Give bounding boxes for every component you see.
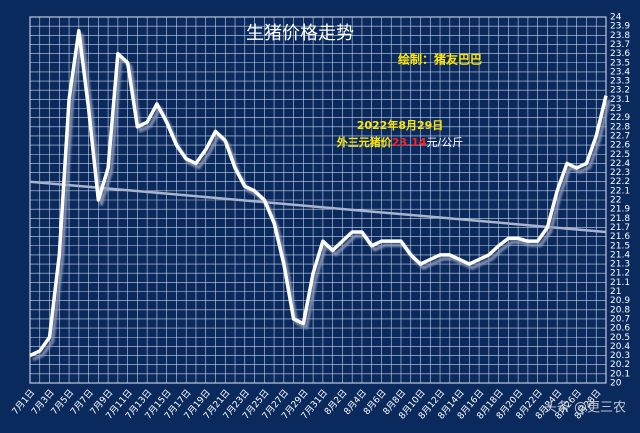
watermark: 头条 @更三农: [544, 400, 626, 416]
y-tick-label: 20.1: [610, 369, 630, 379]
subtitle: 绘制：猪友巴巴: [398, 52, 482, 67]
y-tick-label: 22.7: [610, 131, 630, 141]
y-tick-label: 22.9: [610, 113, 630, 123]
y-tick-label: 20.6: [610, 324, 630, 334]
y-tick-label: 22: [610, 196, 621, 206]
y-tick-label: 23.8: [610, 31, 630, 41]
y-tick-label: 23.3: [610, 77, 630, 87]
y-tick-label: 22.5: [610, 150, 630, 160]
annotation-prefix: 外三元猪价: [336, 135, 393, 149]
y-tick-label: 21.2: [610, 269, 630, 279]
annotation-suffix: 元/公斤: [427, 136, 464, 149]
y-tick-label: 21.5: [610, 241, 630, 251]
annotation-value: 23.14: [392, 136, 427, 149]
trend-line: [29, 180, 607, 234]
y-tick-label: 20.2: [610, 360, 630, 370]
y-tick-label: 21.3: [610, 260, 630, 270]
y-tick-label: 20.8: [610, 305, 630, 315]
y-tick-label: 20.5: [610, 333, 630, 343]
y-tick-label: 23.6: [610, 49, 630, 59]
chart-title: 生猪价格走势: [246, 23, 354, 44]
y-tick-label: 21.1: [610, 278, 630, 288]
y-tick-label: 23.2: [610, 86, 630, 96]
y-tick-label: 21.9: [610, 205, 630, 215]
y-tick-label: 23.4: [610, 67, 630, 77]
y-tick-label: 22.4: [610, 159, 630, 169]
y-tick-label: 20.4: [610, 342, 630, 352]
y-tick-label: 20.9: [610, 296, 630, 306]
y-tick-label: 22.6: [610, 141, 630, 151]
annotation-date: 2022年8月29日: [357, 118, 444, 132]
y-tick-label: 21.7: [610, 223, 630, 233]
y-tick-label: 23.1: [610, 95, 630, 105]
y-tick-label: 22.1: [610, 186, 630, 196]
y-tick-label: 23: [610, 104, 621, 114]
y-tick-label: 22.8: [610, 122, 630, 132]
y-tick-label: 21.4: [610, 250, 630, 260]
y-tick-label: 24: [610, 13, 622, 23]
y-tick-label: 22.3: [610, 168, 630, 178]
y-tick-label: 21.8: [610, 214, 630, 224]
y-tick-label: 21: [610, 287, 621, 297]
y-tick-label: 22.2: [610, 177, 630, 187]
y-tick-label: 20.7: [610, 314, 630, 324]
y-tick-label: 20.3: [610, 351, 630, 361]
price-line: [29, 28, 608, 358]
y-tick-label: 23.9: [610, 22, 630, 32]
y-tick-label: 21.6: [610, 232, 630, 242]
marks: [29, 28, 608, 358]
y-tick-label: 23.7: [610, 40, 630, 50]
annotation: 外三元猪价23.14元/公斤: [336, 135, 464, 149]
y-tick-label: 20: [610, 379, 622, 389]
y-tick-label: 23.5: [610, 58, 630, 68]
